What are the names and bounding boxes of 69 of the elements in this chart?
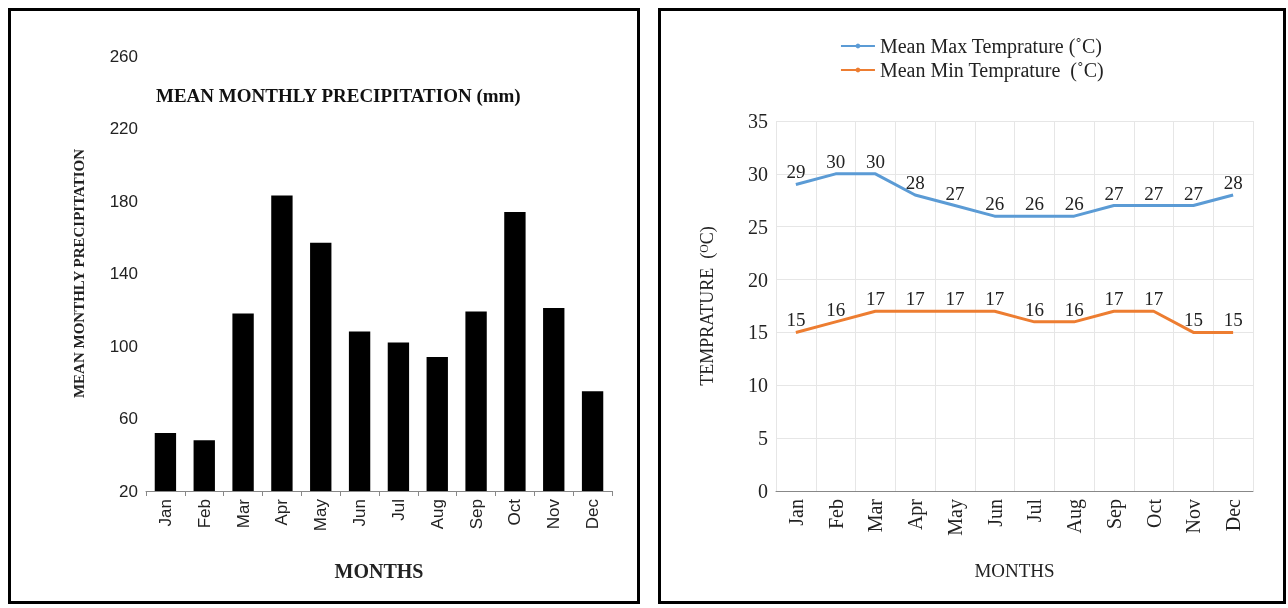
y-tick-label: 35 [748, 110, 768, 132]
data-label: 15 [1223, 309, 1243, 331]
y-tick-label: 25 [748, 215, 768, 238]
x-tick-label: Sep [466, 499, 486, 530]
data-label: 26 [1064, 193, 1084, 215]
y-tick-label: 0 [758, 480, 768, 502]
x-tick-label: Jan [155, 499, 175, 527]
x-tick-label: Mar [864, 498, 887, 533]
data-label: 30 [865, 150, 885, 172]
y-tick-label: 10 [748, 374, 768, 397]
data-label: 30 [826, 150, 846, 172]
x-tick-label: Nov [544, 498, 564, 530]
data-label: 17 [1144, 288, 1164, 310]
x-axis-title: MONTHS [974, 560, 1055, 581]
x-tick-label: Jan [784, 499, 807, 526]
y-axis-title: MEAN MONTHLY PRECIPITATION [70, 148, 87, 399]
data-label: 28 [1223, 172, 1243, 193]
x-tick-label: Aug [1063, 499, 1087, 534]
data-label: 17 [905, 288, 925, 310]
x-axis-title: MONTHS [334, 560, 424, 582]
y-tick-label: 100 [109, 336, 138, 356]
x-tick-label: Jun [350, 499, 370, 527]
data-label: 15 [786, 309, 806, 331]
x-tick-label: Jul [1023, 498, 1046, 523]
x-tick-label: Apr [904, 498, 928, 531]
x-tick-label: Jul [388, 499, 408, 521]
x-tick-label: Apr [272, 498, 292, 526]
y-tick-label: 20 [119, 481, 138, 501]
x-tick-label: Dec [583, 498, 603, 530]
data-label: 15 [1183, 309, 1203, 331]
text: MEAN MONTHLY PRECIPITATION (mm) [156, 84, 521, 107]
x-tick-label: Oct [1142, 498, 1165, 528]
y-tick-label: 20 [748, 268, 768, 291]
data-label: 16 [1064, 298, 1084, 320]
y-tick-label: 180 [109, 191, 138, 211]
x-tick-label: May [311, 498, 331, 532]
data-label: 27 [1144, 182, 1164, 204]
legend-label: Mean Max Temprature (˚C) [879, 35, 1103, 58]
data-label: 17 [985, 288, 1005, 310]
y-tick-label: 260 [109, 46, 138, 66]
x-tick-label: Feb [194, 499, 214, 529]
data-label: 26 [985, 193, 1005, 215]
x-tick-label: Jun [983, 499, 1006, 527]
y-tick-label: 140 [109, 264, 138, 283]
y-tick-label: 15 [748, 321, 768, 344]
data-label: 16 [1024, 298, 1044, 320]
data-label: 27 [1183, 182, 1203, 204]
x-tick-label: Aug [427, 499, 447, 530]
x-tick-label: Mar [233, 498, 253, 529]
y-tick-label: 30 [748, 162, 768, 185]
data-label: 17 [945, 288, 965, 310]
data-label: 17 [1104, 288, 1124, 310]
data-label: 28 [905, 172, 925, 193]
y-tick-label: 5 [758, 427, 768, 450]
x-tick-label: May [943, 499, 967, 536]
x-tick-label: Sep [1102, 499, 1126, 529]
data-label: 17 [865, 288, 885, 310]
data-label: 29 [786, 161, 806, 183]
y-tick-label: 60 [119, 409, 138, 428]
data-label: 27 [1104, 182, 1124, 204]
y-tick-label: 220 [109, 119, 138, 138]
x-tick-label: Oct [505, 498, 525, 526]
x-tick-label: Feb [824, 499, 847, 529]
data-label: 27 [945, 182, 965, 204]
legend-label: Mean Min Temprature (˚C) [879, 59, 1104, 82]
data-label: 16 [826, 298, 846, 320]
x-tick-label: Dec [1222, 498, 1245, 532]
x-tick-label: Nov [1182, 499, 1205, 534]
data-label: 26 [1024, 193, 1044, 215]
